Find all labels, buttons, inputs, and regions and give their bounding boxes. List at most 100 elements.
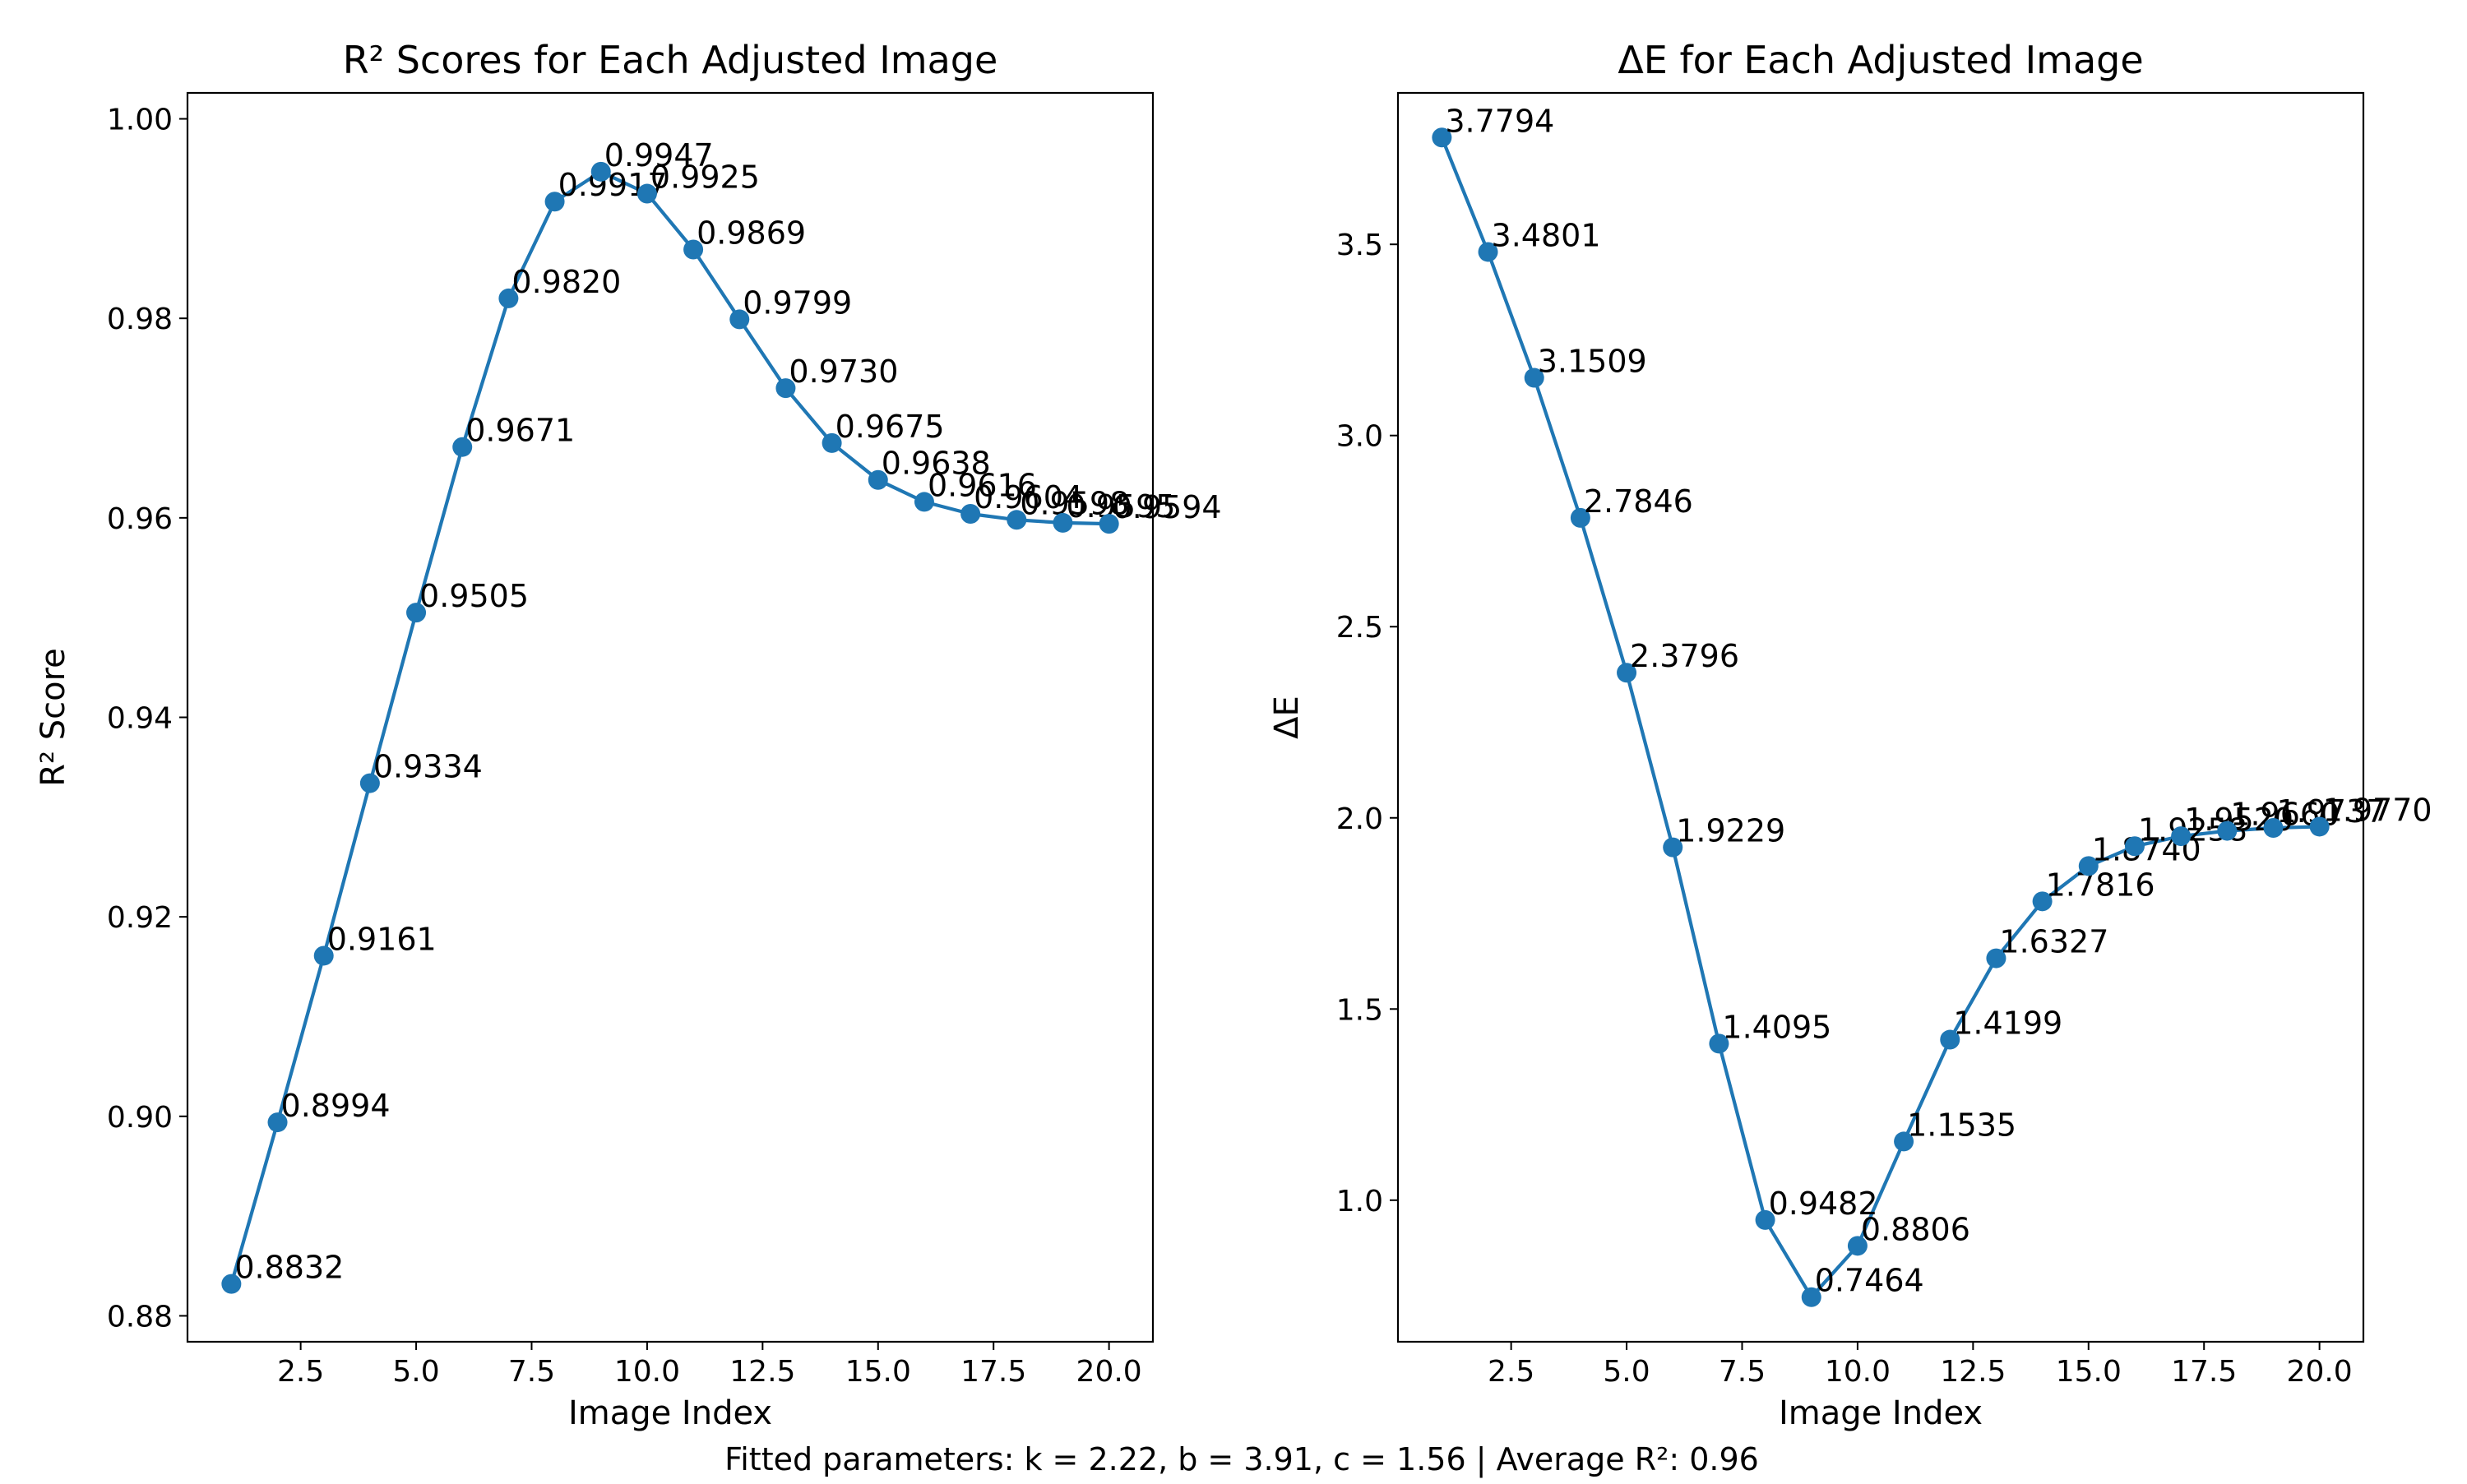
delta-e-data-point: [2078, 856, 2099, 876]
r2-data-point: [868, 469, 888, 490]
r2-data-point: [313, 945, 334, 966]
delta-e-data-point: [1570, 507, 1590, 528]
r2-data-point: [914, 492, 934, 512]
delta-e-chart: ΔE for Each Adjusted Image 2.5 5.0 7.5 10.0 1…: [1268, 38, 2432, 1432]
delta-e-y-tick-label: 3.0: [1336, 420, 1383, 454]
delta-e-data-label: 3.4801: [1492, 217, 1601, 253]
r2-data-label: 0.9638: [882, 446, 991, 482]
delta-e-data-label: 3.1509: [1538, 344, 1647, 380]
r2-data-point: [452, 437, 473, 457]
delta-e-y-tick-label: 3.5: [1336, 229, 1383, 262]
r2-data-point: [1053, 512, 1073, 533]
r2-data-point: [1099, 514, 1119, 534]
delta-e-data-point: [1986, 948, 2006, 969]
r2-data-point: [267, 1112, 288, 1133]
r2-data-label: 0.9799: [743, 284, 852, 321]
r2-y-tick-label: 0.96: [107, 502, 173, 536]
r2-y-tick-label: 0.98: [107, 303, 173, 336]
r2-data-label: 0.9869: [697, 215, 806, 251]
delta-e-data-point: [2171, 826, 2192, 847]
delta-e-data-point: [1524, 368, 1544, 388]
r2-chart-title: R² Scores for Each Adjusted Image: [343, 38, 998, 82]
r2-data-label: 0.9334: [373, 749, 483, 785]
delta-e-data-label: 3.7794: [1445, 103, 1554, 139]
r2-data-point: [359, 773, 380, 793]
delta-e-data-point: [2032, 891, 2053, 912]
delta-e-y-tick-label: 2.0: [1336, 802, 1383, 836]
r2-y-tick-label: 0.90: [107, 1101, 173, 1135]
r2-data-label: 0.9675: [835, 409, 945, 445]
delta-e-data-label: 2.3796: [1630, 638, 1739, 674]
delta-e-data-label: 1.4095: [1722, 1009, 1831, 1045]
r2-x-tick-label: 5.0: [392, 1355, 439, 1389]
r2-x-axis-label: Image Index: [568, 1394, 772, 1432]
r2-y-tick-label: 0.92: [107, 901, 173, 935]
delta-e-data-point: [2217, 821, 2238, 841]
r2-y-axis-label: R² Score: [35, 648, 72, 787]
delta-e-data-point: [1755, 1209, 1775, 1230]
r2-data-point: [683, 239, 704, 260]
delta-e-chart-title: ΔE for Each Adjusted Image: [1618, 38, 2143, 82]
r2-data-label: 0.9925: [650, 159, 760, 196]
delta-e-x-tick-label: 12.5: [1940, 1355, 2006, 1389]
delta-e-data-point: [1940, 1029, 1960, 1050]
r2-x-tick-label: 7.5: [508, 1355, 555, 1389]
r2-data-point: [590, 161, 611, 182]
delta-e-y-tick-label: 2.5: [1336, 611, 1383, 645]
r2-data-label: 0.9604: [974, 479, 1083, 515]
delta-e-data-label: 1.6327: [1999, 924, 2108, 960]
r2-chart: R² Scores for Each Adjusted Image 2.5 5.0 7…: [35, 38, 1222, 1432]
r2-data-label: 0.9161: [327, 921, 437, 957]
r2-data-label: 0.9594: [1113, 489, 1222, 525]
r2-data-label: 0.8994: [281, 1088, 391, 1124]
delta-e-x-tick-label: 10.0: [1825, 1355, 1891, 1389]
r2-x-tick-label: 12.5: [729, 1355, 795, 1389]
r2-y-tick-label: 0.88: [107, 1300, 173, 1334]
delta-e-data-point: [1432, 127, 1452, 148]
delta-e-data-point: [1801, 1287, 1821, 1307]
r2-data-point: [775, 378, 796, 399]
r2-data-point: [729, 309, 750, 330]
delta-e-x-tick-label: 2.5: [1488, 1355, 1534, 1389]
r2-data-point: [406, 603, 427, 623]
delta-e-data-point: [1709, 1033, 1729, 1054]
delta-e-data-label: 2.7846: [1584, 483, 1693, 520]
r2-data-label: 0.9616: [928, 467, 1037, 503]
r2-data-point: [544, 192, 565, 212]
r2-data-label: 0.9820: [511, 264, 621, 300]
delta-e-data-label: 1.9229: [1676, 813, 1785, 849]
fitted-parameters-footer: Fitted parameters: k = 2.22, b = 3.91, c…: [724, 1441, 1759, 1478]
delta-e-x-tick-label: 15.0: [2056, 1355, 2122, 1389]
delta-e-data-label: 1.1535: [1907, 1107, 2016, 1143]
r2-data-label: 0.9595: [1066, 488, 1175, 525]
r2-data-point: [822, 432, 842, 453]
r2-data-label: 0.8832: [234, 1250, 344, 1286]
r2-data-point: [636, 183, 657, 204]
r2-data-point: [221, 1274, 242, 1294]
delta-e-y-tick-label: 1.5: [1336, 993, 1383, 1027]
delta-e-x-tick-label: 20.0: [2287, 1355, 2353, 1389]
r2-axes-frame: [186, 91, 1155, 1343]
r2-data-label: 0.9671: [465, 413, 575, 449]
delta-e-data-point: [2263, 817, 2284, 838]
delta-e-data-label: 1.7816: [2046, 867, 2155, 903]
delta-e-data-point: [2124, 836, 2145, 857]
delta-e-data-point: [1663, 837, 1683, 858]
r2-data-point: [960, 503, 981, 524]
delta-e-y-axis-label: ΔE: [1268, 696, 1306, 739]
delta-e-data-point: [1478, 242, 1498, 262]
r2-data-point: [498, 288, 519, 308]
delta-e-data-point: [2309, 816, 2330, 837]
delta-e-data-point: [1617, 663, 1637, 683]
r2-x-tick-label: 15.0: [845, 1355, 911, 1389]
delta-e-data-label: 1.9737: [2276, 793, 2386, 830]
r2-data-point: [1007, 510, 1027, 530]
r2-x-tick-label: 10.0: [614, 1355, 680, 1389]
delta-e-data-label: 0.8806: [1861, 1211, 1970, 1247]
delta-e-y-tick-label: 1.0: [1336, 1185, 1383, 1218]
r2-x-tick-label: 17.5: [960, 1355, 1026, 1389]
r2-data-label: 0.9947: [604, 137, 714, 173]
delta-e-x-tick-label: 5.0: [1603, 1355, 1650, 1389]
